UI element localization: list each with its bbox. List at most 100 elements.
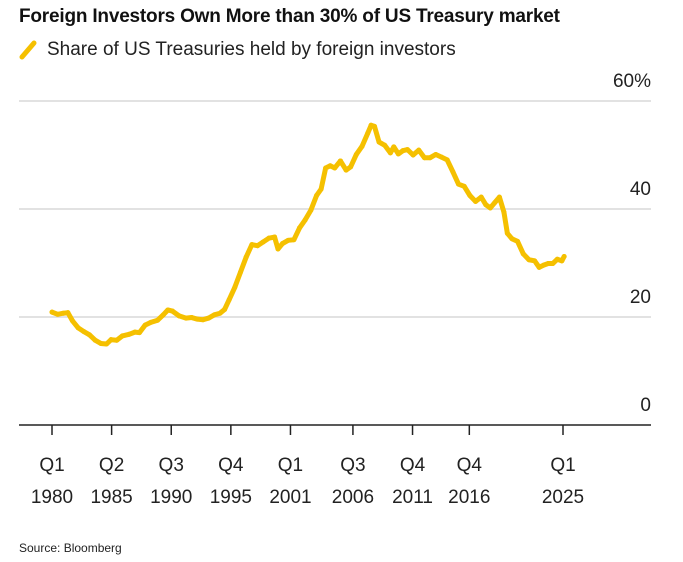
x-tick-quarter-7: Q4 [457,455,483,476]
data-point [400,148,406,154]
data-point [337,158,343,164]
x-tick-quarter-3: Q4 [218,455,244,476]
data-point [554,256,560,262]
data-point [467,193,473,198]
data-point [75,325,81,331]
data-point [532,258,538,264]
data-point [291,237,297,243]
data-point [404,147,410,153]
data-point [372,123,377,129]
data-point [332,165,338,171]
data-point [450,169,456,175]
x-tick-year-0: 1980 [31,487,73,508]
data-point [189,315,195,321]
x-axis [19,424,651,435]
data-point [200,317,206,323]
data-point [302,217,308,223]
tick-labels: 0 20 40 60% Q1 1980 Q2 1985 Q3 1990 Q4 1995 Q1 2001 Q3… [31,71,651,508]
data-point [348,164,354,170]
data-point [86,332,92,338]
data-point [297,225,303,231]
data-point [427,155,433,161]
data-point [232,284,238,290]
data-point [285,237,291,243]
data-point [545,261,551,267]
data-point [142,322,148,328]
data-point [148,319,154,325]
data-point [266,235,272,241]
series-line-0 [49,122,567,347]
data-point [114,337,120,343]
data-point [238,269,243,275]
data-point [433,151,439,157]
data-point [314,193,320,198]
x-tick-year-3: 1995 [210,487,252,508]
data-point [550,261,556,267]
data-point [211,312,217,318]
x-tick-quarter-0: Q1 [39,455,64,476]
data-point [343,167,349,173]
x-tick-year-5: 2006 [332,487,374,508]
data-point [456,181,462,187]
data-point [65,310,71,316]
data-point [492,200,498,206]
data-point [126,331,132,337]
x-tick-year-6: 2011 [392,487,433,508]
data-point [353,151,359,157]
data-point [515,238,521,244]
data-point [504,230,510,236]
data-point [81,329,87,335]
y-tick-label-0: 0 [640,395,651,416]
data-point [416,147,422,153]
data-point [226,297,232,303]
data-point [541,262,547,268]
data-point [104,341,110,347]
data-point [526,257,532,263]
data-point [222,306,228,312]
data-point [272,234,278,240]
data-point [55,311,61,317]
data-point [136,330,142,336]
data-point [559,258,565,264]
data-point [536,264,542,270]
data-point [395,151,401,157]
x-tick-quarter-4: Q1 [278,455,303,476]
data-point [444,157,450,163]
data-point [410,152,416,158]
data-point [365,130,371,136]
series-layer [49,122,567,347]
data-point [501,209,507,215]
data-point [509,236,515,242]
data-point [183,315,189,321]
x-tick-quarter-8: Q1 [550,455,575,476]
legend-label: Share of US Treasuries held by foreign i… [47,39,456,60]
data-point [98,340,104,346]
data-point [391,144,397,150]
data-point [561,254,567,260]
gridlines [19,100,651,318]
data-point [473,198,479,204]
data-point [496,194,502,200]
data-point [327,163,333,169]
data-point [487,205,493,211]
data-point [49,309,55,315]
data-point [308,207,314,213]
data-point [155,317,161,323]
x-tick-quarter-2: Q3 [159,455,184,476]
legend-line-icon [19,40,37,60]
x-tick-quarter-6: Q4 [400,455,426,476]
data-point [376,139,382,145]
data-point [249,242,255,248]
data-point [217,310,223,316]
data-point [359,143,365,149]
data-point [243,254,249,260]
data-point [387,150,393,156]
legend: Share of US Treasuries held by foreign i… [19,37,456,63]
data-point [60,310,66,316]
y-tick-label-60: 60% [613,71,651,92]
data-point [461,183,467,189]
x-tick-year-2: 1990 [150,487,192,508]
x-tick-year-1: 1985 [90,487,132,508]
x-tick-quarter-5: Q3 [340,455,365,476]
data-point [132,329,138,335]
